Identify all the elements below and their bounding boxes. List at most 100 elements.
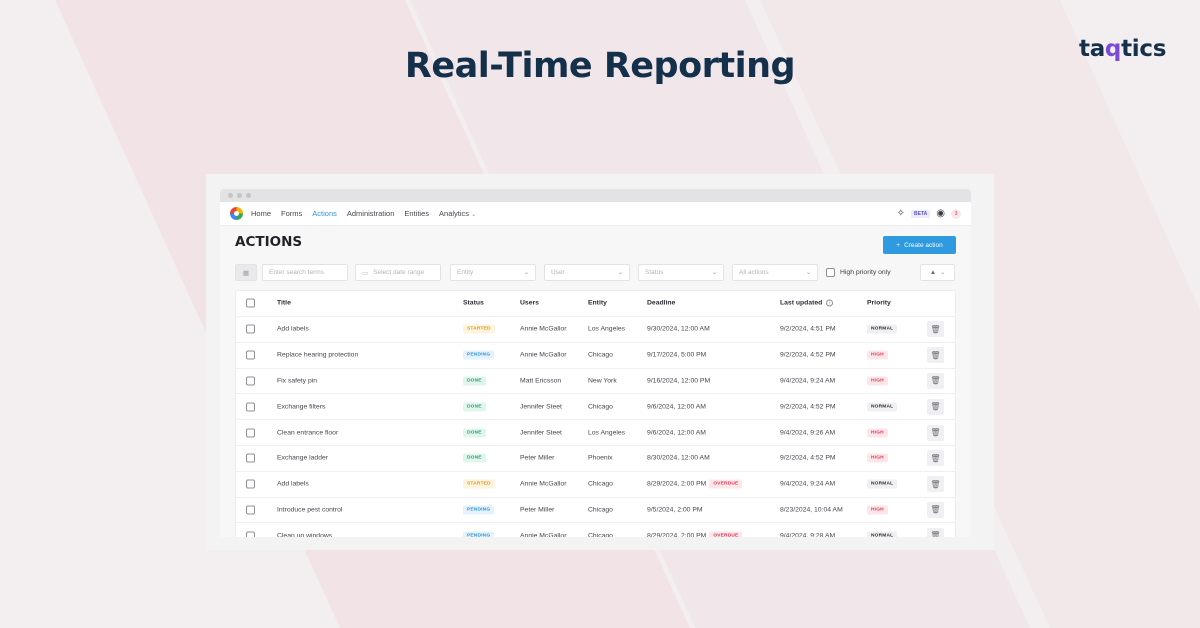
header-entity[interactable]: Entity [588, 299, 607, 307]
row-checkbox[interactable] [246, 479, 255, 489]
row-checkbox[interactable] [246, 428, 255, 438]
entity-select[interactable]: Entity ⌄ [450, 264, 536, 281]
high-priority-checkbox[interactable] [826, 268, 835, 277]
header-title[interactable]: Title [277, 299, 291, 307]
overdue-badge: OVERDUE [709, 479, 743, 489]
row-checkbox[interactable] [246, 350, 255, 360]
status-badge: PENDING [463, 505, 495, 515]
table-row[interactable]: Exchange ladder DONE Peter Miller Phoenix 8/… [236, 446, 955, 472]
calendar-icon: ▭ [362, 269, 369, 277]
delete-button[interactable]: 🗑 [927, 424, 944, 441]
status-badge: DONE [463, 402, 486, 412]
select-all-checkbox[interactable] [246, 298, 255, 308]
delete-button[interactable]: 🗑 [927, 347, 944, 364]
header-status[interactable]: Status [463, 299, 484, 307]
brand-accent: q [1104, 36, 1122, 62]
nav-entities[interactable]: Entities [404, 209, 430, 218]
row-deadline: 8/30/2024, 12:00 AM [647, 455, 710, 462]
row-checkbox[interactable] [246, 453, 255, 463]
nav-administration[interactable]: Administration [346, 209, 395, 218]
nav-home[interactable]: Home [251, 209, 272, 218]
status-select[interactable]: Status ⌄ [638, 264, 724, 281]
row-deadline: 9/30/2024, 12:00 AM [647, 326, 710, 333]
row-checkbox[interactable] [246, 376, 255, 386]
puzzle-icon[interactable]: ✧ [896, 207, 906, 219]
view-options-button[interactable]: ▲ ⌄ [920, 264, 955, 281]
chevron-down-icon: ⌄ [617, 270, 623, 276]
row-deadline-value: 9/17/2024, 5:00 PM [647, 351, 707, 359]
create-action-button[interactable]: + Create action [883, 236, 956, 254]
row-title[interactable]: Fix safety pin [277, 377, 318, 385]
header-last-updated[interactable]: Last updated i [780, 299, 834, 307]
filter-toggle-button[interactable]: ▦ [235, 264, 257, 281]
plus-icon: + [896, 241, 901, 249]
chevron-down-icon: ⌄ [711, 270, 717, 276]
user-select[interactable]: User ⌄ [544, 264, 630, 281]
delete-button[interactable]: 🗑 [927, 527, 944, 537]
chevron-down-icon: ⌄ [805, 270, 811, 276]
delete-button[interactable]: 🗑 [927, 476, 944, 493]
row-deadline: 9/16/2024, 12:00 PM [647, 377, 710, 384]
table-row[interactable]: Fix safety pin DONE Matt Ericsson New York 9… [236, 369, 955, 395]
status-badge: DONE [463, 376, 486, 386]
date-range-input[interactable]: ▭ Select date range [355, 264, 441, 281]
row-last-updated: 9/4/2024, 9:28 AM [780, 532, 836, 537]
table-row[interactable]: Add labels STARTED Annie McGallor Chicago 8/… [236, 472, 955, 498]
table-row[interactable]: Introduce pest control PENDING Peter Mille… [236, 498, 955, 524]
table-row[interactable]: Clean up windows PENDING Annie McGallor Chi… [236, 523, 955, 537]
row-deadline: 8/29/2024, 2:00 PM OVERDUE [647, 531, 743, 537]
nav-actions[interactable]: Actions [312, 209, 337, 218]
status-badge: STARTED [463, 324, 495, 334]
row-deadline-value: 9/6/2024, 12:00 AM [647, 403, 706, 411]
table-row[interactable]: Replace hearing protection PENDING Annie M… [236, 343, 955, 369]
row-deadline: 9/6/2024, 12:00 AM [647, 429, 706, 436]
table-row[interactable]: Exchange filters DONE Jennifer Steet Chicag… [236, 394, 955, 421]
row-user: Annie McGallor [520, 351, 567, 359]
row-title[interactable]: Exchange ladder [277, 454, 329, 462]
high-priority-toggle[interactable]: High priority only [826, 264, 908, 281]
header-deadline[interactable]: Deadline [647, 299, 676, 307]
notification-badge[interactable]: 3 [951, 208, 961, 219]
row-title[interactable]: Add labels [277, 325, 309, 333]
actions-scope-select[interactable]: All actions ⌄ [732, 264, 818, 281]
priority-badge: HIGH [867, 428, 888, 438]
row-checkbox[interactable] [246, 505, 255, 515]
row-title[interactable]: Introduce pest control [277, 506, 343, 514]
row-checkbox[interactable] [246, 531, 255, 537]
row-user: Annie McGallor [520, 532, 567, 537]
delete-button[interactable]: 🗑 [927, 321, 944, 338]
delete-button[interactable]: 🗑 [927, 450, 944, 467]
search-input[interactable]: Enter search terms [262, 264, 348, 281]
status-badge: DONE [463, 453, 486, 463]
delete-button[interactable]: 🗑 [927, 398, 944, 415]
app-logo[interactable] [230, 207, 243, 220]
row-entity: Chicago [588, 403, 613, 411]
row-deadline-value: 8/30/2024, 12:00 AM [647, 454, 710, 462]
entity-select-label: Entity [457, 269, 474, 276]
row-user: Annie McGallor [520, 480, 567, 488]
nav-analytics[interactable]: Analytics ⌄ [439, 209, 476, 218]
row-user: Matt Ericsson [520, 377, 562, 385]
priority-badge: NORMAL [867, 479, 898, 489]
row-title[interactable]: Clean entrance floor [277, 429, 339, 437]
top-nav: Home Forms Actions Administration Entiti… [220, 202, 971, 226]
header-priority[interactable]: Priority [867, 299, 891, 307]
row-entity: Chicago [588, 351, 613, 359]
row-checkbox[interactable] [246, 402, 255, 412]
table-row[interactable]: Clean entrance floor DONE Jennifer Steet Lo… [236, 420, 955, 446]
row-deadline: 9/17/2024, 5:00 PM [647, 352, 706, 359]
user-circle-icon[interactable]: ◉ [936, 207, 945, 219]
row-title[interactable]: Exchange filters [277, 403, 326, 411]
table-row[interactable]: Add labels STARTED Annie McGallor Los Angel… [236, 317, 955, 343]
row-checkbox[interactable] [246, 324, 255, 334]
delete-button[interactable]: 🗑 [927, 372, 944, 389]
row-title[interactable]: Add labels [277, 480, 309, 488]
delete-button[interactable]: 🗑 [927, 501, 944, 518]
row-title[interactable]: Clean up windows [277, 532, 333, 537]
row-entity: New York [588, 377, 617, 385]
table-header-row: Title Status Users Entity Deadline Last … [236, 291, 955, 317]
row-title[interactable]: Replace hearing protection [277, 351, 359, 359]
header-users[interactable]: Users [520, 299, 539, 307]
row-deadline: 9/6/2024, 12:00 AM [647, 403, 706, 410]
nav-forms[interactable]: Forms [281, 209, 303, 218]
